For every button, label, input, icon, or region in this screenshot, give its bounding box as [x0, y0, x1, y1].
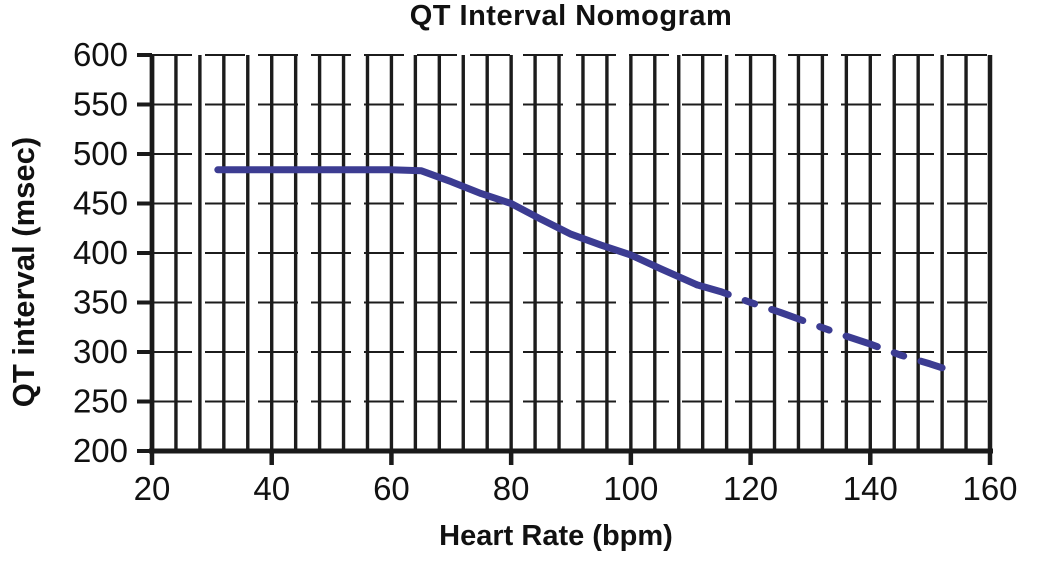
x-tick-label: 100 — [603, 470, 658, 507]
y-tick-label: 500 — [73, 135, 128, 172]
x-tick-label: 40 — [253, 470, 290, 507]
x-tick-label: 160 — [962, 470, 1017, 507]
y-tick-label: 250 — [73, 383, 128, 420]
y-tick-label: 550 — [73, 86, 128, 123]
chart-title: QT Interval Nomogram — [409, 0, 733, 32]
x-tick-label: 120 — [723, 470, 778, 507]
y-tick-label: 600 — [73, 36, 128, 73]
x-tick-label: 140 — [843, 470, 898, 507]
y-tick-label: 200 — [73, 432, 128, 469]
y-tick-label: 400 — [73, 234, 128, 271]
x-tick-label: 20 — [134, 470, 171, 507]
y-tick-label: 450 — [73, 185, 128, 222]
y-tick-label: 300 — [73, 333, 128, 370]
nomogram-solid-line — [214, 166, 701, 289]
x-axis-label: Heart Rate (bpm) — [439, 520, 673, 552]
x-tick-label: 80 — [493, 470, 530, 507]
y-tick-label: 350 — [73, 284, 128, 321]
x-tick-label: 60 — [373, 470, 410, 507]
nomogram-dashed-line — [693, 281, 946, 372]
